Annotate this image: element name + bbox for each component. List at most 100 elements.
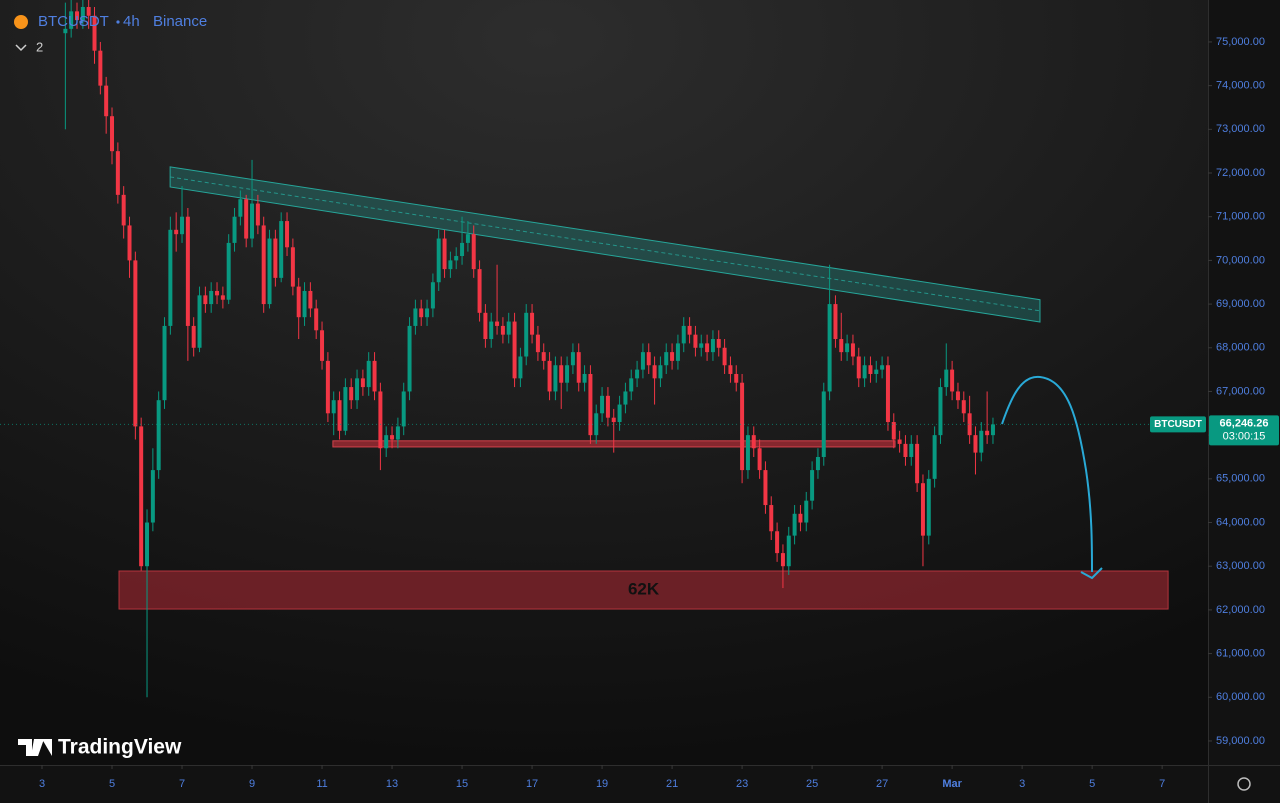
candle-body <box>530 312 535 335</box>
candle-body <box>413 308 418 326</box>
candle-body <box>139 426 144 567</box>
candle-body <box>629 378 634 392</box>
candle-body <box>209 290 214 305</box>
candle-body <box>279 221 284 278</box>
candle-body <box>903 443 908 457</box>
candle-body <box>751 435 756 449</box>
x-tick-label: 7 <box>1159 778 1165 790</box>
candle-body <box>133 260 138 427</box>
candle-body <box>471 234 476 270</box>
candle-body <box>716 339 721 348</box>
candle-body <box>220 295 225 300</box>
candle-body <box>955 391 960 401</box>
candle-body <box>232 216 237 243</box>
candle-body <box>442 238 447 270</box>
candle-body <box>483 312 488 340</box>
candle-body <box>804 500 809 523</box>
symbol: BTCUSDT <box>38 13 109 30</box>
candle-body <box>495 321 500 326</box>
candle-body <box>570 352 575 366</box>
candle-body <box>226 242 231 300</box>
candle-body <box>617 404 622 423</box>
candle-body <box>588 373 593 436</box>
candle-body <box>110 116 115 152</box>
candle-body <box>518 356 523 379</box>
candle-body <box>524 312 529 357</box>
candle-body <box>810 470 815 501</box>
candle-body <box>891 422 896 440</box>
candle-body <box>145 522 150 567</box>
candle-body <box>86 6 91 16</box>
x-tick-label: 17 <box>526 778 538 790</box>
candle-body <box>63 28 68 34</box>
candle-body <box>419 308 424 318</box>
candle-body <box>961 400 966 414</box>
settings-button[interactable] <box>1237 777 1251 791</box>
candle-body <box>465 234 470 243</box>
candle-body <box>635 369 640 379</box>
projection-arrow <box>1001 375 1093 573</box>
resistance-channel <box>169 166 1041 323</box>
y-tick-label: 72,000.00 <box>1216 167 1265 179</box>
separator <box>116 20 120 24</box>
x-tick-label: 3 <box>39 778 45 790</box>
candle-body <box>845 343 850 353</box>
candle-body <box>850 343 855 357</box>
candle-body <box>874 369 879 374</box>
candle-body <box>798 513 803 523</box>
x-tick-label: 5 <box>1089 778 1095 790</box>
candle-body <box>856 356 861 379</box>
candle-body <box>722 347 727 366</box>
collapse-icon[interactable] <box>15 44 27 52</box>
candle-body <box>740 382 745 471</box>
candle-body <box>611 417 616 423</box>
price-tag-label: 66,246.26 <box>1220 417 1269 429</box>
candle-body <box>926 478 931 536</box>
legend-count[interactable]: 2 <box>36 39 43 54</box>
candle-body <box>821 391 826 457</box>
zone-label: 62K <box>628 580 660 599</box>
candle-body <box>430 282 435 309</box>
candle-body <box>215 290 220 296</box>
candle-body <box>203 295 208 305</box>
candle-body <box>623 391 628 405</box>
candle-body <box>734 373 739 383</box>
coin-icon <box>14 15 28 29</box>
y-tick-label: 70,000.00 <box>1216 254 1265 266</box>
x-tick-label: 15 <box>456 778 468 790</box>
candle-body <box>92 15 97 51</box>
candle-body <box>990 424 995 436</box>
candle-body <box>646 352 651 366</box>
candle-body <box>880 365 885 370</box>
candle-body <box>757 448 762 471</box>
candle-body <box>255 203 260 226</box>
candle-body <box>885 365 890 423</box>
candle-body <box>296 286 301 318</box>
candle-body <box>174 229 179 235</box>
candle-body <box>150 470 155 523</box>
candle-body <box>786 535 791 567</box>
candle-body <box>185 216 190 326</box>
candle-body <box>250 203 255 239</box>
y-tick-label: 63,000.00 <box>1216 560 1265 572</box>
y-tick-label: 71,000.00 <box>1216 211 1265 223</box>
candle-body <box>401 391 406 427</box>
candle-body <box>815 456 820 471</box>
candle-body <box>372 360 377 392</box>
candle-body <box>180 216 185 235</box>
candle-body <box>366 360 371 388</box>
candle-body <box>839 339 844 353</box>
y-tick-label: 67,000.00 <box>1216 385 1265 397</box>
candle-body <box>290 247 295 287</box>
candle-body <box>559 365 564 383</box>
y-tick-label: 65,000.00 <box>1216 473 1265 485</box>
candle-body <box>670 352 675 361</box>
candle-body <box>920 483 925 536</box>
candle-body <box>553 365 558 392</box>
candle-body <box>273 238 278 278</box>
y-tick-label: 62,000.00 <box>1216 604 1265 616</box>
candle-body <box>565 365 570 383</box>
candle-body <box>191 325 196 348</box>
candle-body <box>582 373 587 383</box>
candle-body <box>833 304 838 340</box>
